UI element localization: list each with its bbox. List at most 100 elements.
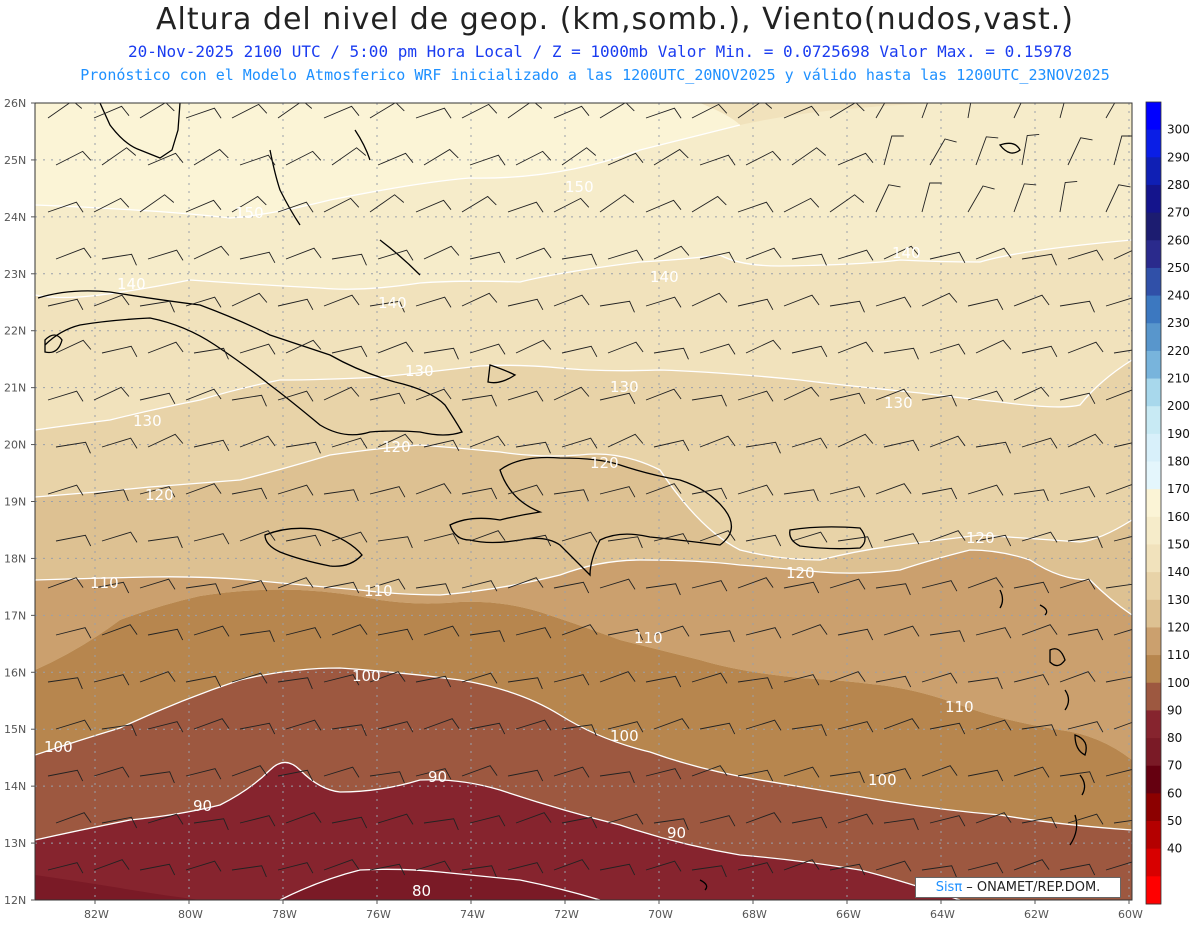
contour-label: 100 bbox=[44, 738, 73, 756]
model-info-subtitle: Pronóstico con el Modelo Atmosferico WRF… bbox=[80, 66, 1110, 84]
wind-barb bbox=[1013, 386, 1050, 401]
shaded-bands bbox=[35, 103, 1132, 900]
wind-barb bbox=[699, 815, 736, 827]
contour-label: 90 bbox=[428, 768, 447, 786]
wind-barb bbox=[783, 197, 820, 213]
wind-barb bbox=[1105, 583, 1132, 589]
wind-barb bbox=[507, 577, 544, 589]
wind-barb bbox=[469, 343, 506, 355]
wind-barb bbox=[975, 136, 999, 166]
lon-label: 76W bbox=[366, 908, 391, 921]
wind-barb bbox=[653, 533, 690, 545]
wind-barb bbox=[55, 150, 92, 166]
lat-label: 24N bbox=[4, 211, 26, 224]
wind-barb bbox=[185, 199, 222, 213]
wind-barb bbox=[929, 138, 957, 166]
colorbar-swatch bbox=[1146, 129, 1161, 158]
lon-label: 62W bbox=[1024, 908, 1049, 921]
colorbar-label: 230 bbox=[1167, 316, 1190, 330]
wind-barb bbox=[1059, 300, 1095, 313]
wind-barb bbox=[147, 721, 184, 733]
wind-barb bbox=[101, 345, 138, 358]
wind-barb bbox=[599, 194, 635, 213]
wind-barb bbox=[55, 627, 92, 639]
wind-barb bbox=[975, 627, 1012, 639]
colorbar-swatch bbox=[1146, 793, 1161, 822]
wind-barb bbox=[93, 581, 130, 594]
wind-barb bbox=[1067, 137, 1093, 166]
wind-barb bbox=[377, 536, 413, 549]
wind-barb bbox=[461, 487, 498, 500]
wind-barb bbox=[369, 392, 406, 405]
wind-barb bbox=[783, 105, 820, 119]
wind-barb bbox=[377, 433, 414, 448]
wind-barb bbox=[1105, 297, 1132, 307]
wind-barb bbox=[239, 530, 276, 542]
wind-barb bbox=[829, 578, 866, 590]
wind-barb bbox=[331, 816, 368, 829]
colorbar-label: 270 bbox=[1167, 206, 1190, 220]
wind-barb bbox=[1105, 676, 1132, 683]
wind-barb bbox=[645, 860, 682, 872]
wind-barb bbox=[1067, 249, 1104, 261]
wind-barb bbox=[55, 812, 92, 824]
wind-barb bbox=[369, 578, 406, 590]
wind-barb bbox=[883, 718, 920, 730]
wind-barb bbox=[185, 107, 222, 119]
contour-label: 150 bbox=[235, 204, 264, 222]
wind-barb bbox=[469, 722, 506, 735]
wind-barb bbox=[607, 536, 643, 549]
wind-barb bbox=[829, 300, 865, 313]
wind-barb bbox=[745, 339, 782, 354]
wind-barb bbox=[369, 486, 406, 498]
wind-barb bbox=[515, 247, 552, 260]
wind-barb bbox=[645, 675, 682, 688]
wind-barb bbox=[783, 581, 820, 594]
wind-barb bbox=[461, 765, 498, 777]
colorbar-swatch bbox=[1146, 295, 1161, 324]
contour-label: 120 bbox=[786, 564, 815, 582]
wind-barb bbox=[1013, 103, 1022, 119]
colorbar-label: 90 bbox=[1167, 703, 1182, 717]
wind-barb bbox=[737, 577, 774, 589]
wind-barb bbox=[737, 484, 774, 496]
contour-lines bbox=[35, 124, 1132, 900]
wind-barb bbox=[737, 769, 774, 782]
wind-barb bbox=[469, 435, 506, 448]
wind-barb bbox=[975, 719, 1012, 731]
wind-barb bbox=[331, 147, 367, 166]
wind-barb bbox=[1105, 484, 1132, 495]
wind-barb bbox=[139, 194, 175, 213]
wind-barb bbox=[737, 390, 774, 402]
wind-barb bbox=[239, 154, 276, 166]
wind-barb bbox=[783, 489, 819, 502]
wind-barb bbox=[1059, 392, 1096, 405]
wind-barb bbox=[415, 768, 452, 780]
colorbar-swatch bbox=[1146, 157, 1161, 186]
colorbar-label: 130 bbox=[1167, 593, 1190, 607]
colorbar-label: 250 bbox=[1167, 261, 1190, 275]
wind-barb bbox=[691, 195, 727, 213]
wind-barb bbox=[101, 437, 138, 449]
wind-barb bbox=[829, 863, 866, 876]
colorbar-swatch bbox=[1146, 323, 1161, 352]
wind-barb bbox=[553, 294, 590, 307]
wind-barb bbox=[331, 724, 367, 737]
colorbar-swatch bbox=[1146, 738, 1161, 767]
lon-label: 68W bbox=[742, 908, 767, 921]
wind-barb bbox=[415, 583, 451, 596]
wind-barb bbox=[193, 347, 229, 360]
wind-barb bbox=[423, 818, 459, 831]
wind-barb bbox=[607, 341, 644, 354]
contour-label: 110 bbox=[364, 582, 393, 600]
wind-barb bbox=[147, 341, 184, 354]
sispi-logo: Sisπ bbox=[935, 880, 963, 895]
wind-barb bbox=[369, 671, 406, 683]
wind-barb bbox=[599, 671, 636, 683]
wind-barb bbox=[653, 245, 690, 260]
wind-barb bbox=[699, 530, 736, 542]
wind-barb bbox=[837, 341, 874, 354]
contour-label: 140 bbox=[650, 268, 679, 286]
wind-barb bbox=[929, 722, 966, 735]
lat-label: 15N bbox=[4, 723, 26, 736]
